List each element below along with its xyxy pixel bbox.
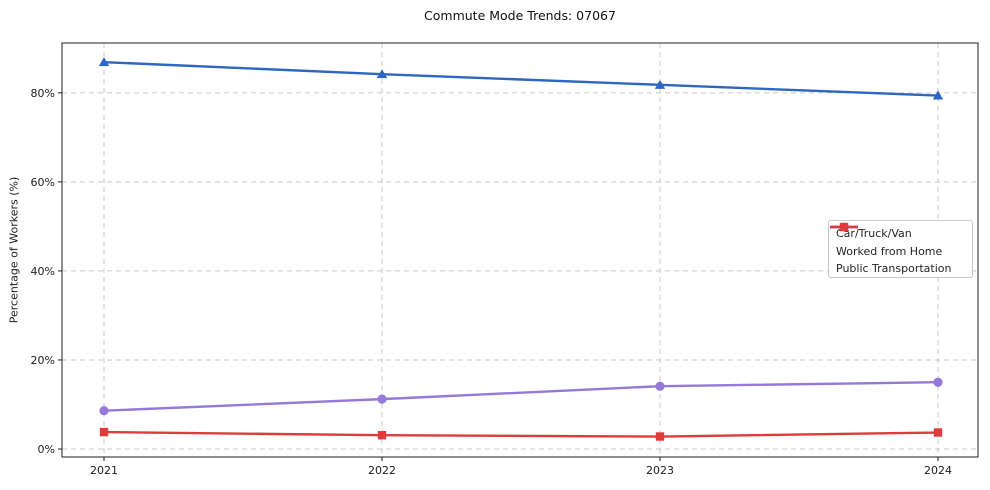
series-line-car-truck-van [102, 60, 940, 97]
marker-worked-from-home-2022 [377, 394, 387, 404]
legend-label: Worked from Home [836, 244, 943, 258]
marker-worked-from-home-2024 [933, 377, 943, 387]
marker-public-transportation-2024 [933, 428, 943, 437]
marker-worked-from-home-2023 [655, 381, 665, 391]
x-tick-label-2022: 2022 [368, 464, 396, 477]
series-line-worked-from-home [102, 381, 940, 412]
marker-car-truck-van-2022 [376, 69, 388, 79]
marker-car-truck-van-2023 [654, 79, 666, 89]
x-tick-label-2024: 2024 [924, 464, 952, 477]
x-tick-label-2021: 2021 [90, 464, 118, 477]
y-tick-label-80: 80% [31, 87, 55, 100]
y-tick-label-20: 20% [31, 354, 55, 367]
legend-item-worked-from-home: Worked from Home [830, 222, 972, 260]
y-tick-label-60: 60% [31, 176, 55, 189]
y-tick-label-40: 40% [31, 265, 55, 278]
legend-label: Car/Truck/Van [836, 227, 912, 241]
chart-title: Commute Mode Trends: 07067 [424, 8, 616, 23]
axes-spines [61, 42, 979, 458]
chart-legend: Car/Truck/Van Worked from Home Public Tran… [828, 220, 973, 278]
marker-public-transportation-2021 [99, 427, 109, 437]
x-tick-label-2023: 2023 [646, 464, 674, 477]
y-tick-label-0: 0% [38, 443, 55, 456]
marker-public-transportation-2022 [377, 430, 387, 440]
legend-label: Public Transportation [836, 261, 952, 275]
square-marker-swatch-icon [830, 222, 858, 232]
marker-worked-from-home-2021 [99, 406, 109, 416]
legend-item-public-transportation: Public Transportation [830, 222, 972, 277]
marker-public-transportation-2023 [655, 432, 665, 441]
series-line-public-transportation [102, 430, 940, 438]
marker-car-truck-van-2021 [98, 57, 110, 67]
marker-car-truck-van-2024 [932, 90, 944, 100]
